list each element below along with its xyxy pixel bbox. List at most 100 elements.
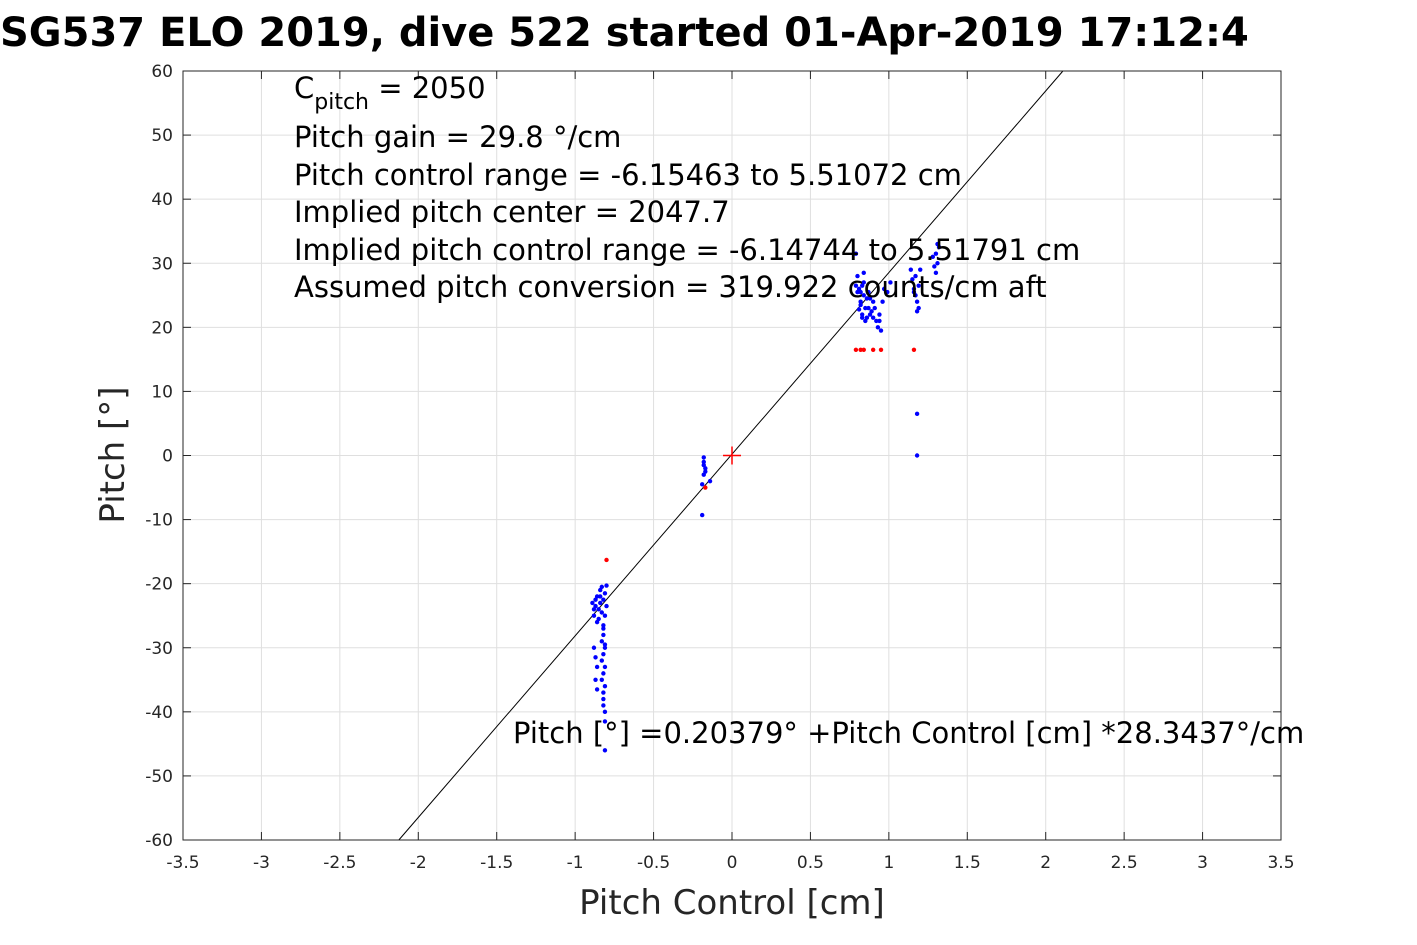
- blue-data-point: [601, 671, 606, 676]
- blue-data-point: [866, 305, 871, 311]
- annotation-fit-equation: Pitch [°] =0.20379° +Pitch Control [cm] …: [513, 716, 1304, 750]
- blue-data-point: [864, 296, 870, 301]
- red-data-point: [861, 347, 866, 352]
- blue-data-point: [867, 312, 873, 317]
- x-tick-label: 3: [1197, 853, 1208, 873]
- annotation-implied-range: Implied pitch control range = -6.14744 t…: [294, 233, 1080, 267]
- blue-data-point: [853, 283, 859, 288]
- c-pitch-symbol: C: [294, 71, 314, 105]
- blue-data-point: [590, 600, 595, 606]
- chart-title: SG537 ELO 2019, dive 522 started 01-Apr-…: [0, 10, 1249, 56]
- blue-data-point: [601, 597, 606, 602]
- blue-data-point: [601, 623, 606, 628]
- blue-data-point: [855, 273, 860, 279]
- blue-data-point: [867, 296, 873, 301]
- y-tick-label: 40: [151, 190, 173, 210]
- blue-data-point: [918, 267, 923, 272]
- blue-data-point: [914, 299, 920, 304]
- data-points: [590, 241, 942, 753]
- blue-data-point: [598, 600, 603, 606]
- blue-data-point: [858, 302, 863, 308]
- blue-data-point: [933, 270, 939, 276]
- x-tick-label: -1.5: [480, 853, 513, 873]
- blue-data-point: [855, 289, 860, 295]
- x-tick-label: 1: [883, 853, 894, 873]
- x-tick-label: 0.5: [797, 853, 824, 873]
- blue-data-point: [596, 616, 601, 622]
- x-tick-label: 2.5: [1111, 853, 1138, 873]
- blue-data-point: [602, 613, 608, 618]
- blue-data-point: [856, 307, 862, 312]
- blue-data-point: [601, 651, 606, 657]
- y-tick-label: 10: [151, 382, 173, 402]
- blue-data-point: [874, 318, 879, 324]
- annotation-c-pitch: Cpitch = 2050: [294, 71, 486, 115]
- y-tick-label: -30: [145, 639, 173, 659]
- blue-data-point: [699, 512, 705, 518]
- blue-data-point: [599, 677, 605, 682]
- y-tick-label: -40: [145, 703, 173, 723]
- annotation-control-range: Pitch control range = -6.15463 to 5.5107…: [294, 158, 962, 192]
- blue-data-point: [596, 607, 601, 612]
- y-tick-label: -10: [145, 511, 173, 531]
- x-tick-label: -3.5: [166, 853, 199, 873]
- annotation-gain: Pitch gain = 29.8 °/cm: [294, 120, 621, 154]
- center-marker: [723, 446, 741, 465]
- blue-data-point: [601, 703, 606, 708]
- blue-data-point: [591, 613, 597, 618]
- blue-data-point: [916, 283, 921, 288]
- y-tick-label: 60: [151, 62, 173, 82]
- blue-data-point: [914, 453, 920, 458]
- blue-data-point: [859, 283, 865, 288]
- y-tick-label: -20: [145, 575, 173, 595]
- blue-data-point: [701, 459, 706, 465]
- y-tick-labels: 60 50 40 30 20 10 0 -10 -20 -30 -40 -50 -60: [145, 62, 173, 851]
- blue-data-point: [863, 305, 868, 311]
- blue-data-point: [885, 289, 890, 295]
- blue-data-point: [591, 607, 597, 612]
- blue-data-point: [880, 299, 885, 304]
- blue-data-point: [878, 328, 884, 333]
- blue-data-point: [908, 267, 914, 272]
- blue-data-point: [594, 664, 600, 670]
- y-axis-label: Pitch [°]: [93, 386, 133, 523]
- blue-data-point: [859, 315, 865, 320]
- blue-data-point: [881, 286, 887, 292]
- c-pitch-value: = 2050: [369, 71, 486, 105]
- blue-data-point: [861, 270, 866, 276]
- blue-data-point: [870, 299, 876, 304]
- blue-data-point: [861, 293, 866, 298]
- blue-data-point: [703, 466, 708, 471]
- blue-data-point: [888, 280, 893, 285]
- blue-data-point: [602, 645, 608, 650]
- blue-data-point: [593, 677, 598, 682]
- blue-data-point: [859, 312, 865, 317]
- blue-data-point: [701, 455, 706, 460]
- x-tick-labels: -3.5 -3 -2.5 -2 -1.5 -1 -0.5 0 0.5 1 1.5 2 2.5 3 3.5: [166, 853, 1294, 873]
- blue-data-point: [914, 309, 920, 314]
- x-tick-label: -2.5: [323, 853, 356, 873]
- y-tick-label: -50: [145, 767, 173, 787]
- blue-data-point: [604, 603, 609, 609]
- red-data-point: [604, 557, 609, 563]
- blue-data-point: [601, 626, 606, 631]
- blue-data-point: [933, 251, 939, 256]
- y-tick-label: 0: [162, 447, 173, 467]
- blue-data-point: [593, 655, 598, 660]
- red-data-point: [878, 347, 884, 352]
- blue-data-point: [602, 709, 608, 715]
- blue-data-point: [599, 610, 605, 615]
- blue-data-point: [699, 482, 705, 487]
- blue-data-point: [910, 277, 915, 282]
- blue-data-point: [911, 289, 917, 295]
- blue-data-point: [601, 696, 606, 702]
- x-tick-label: 3.5: [1267, 853, 1294, 873]
- blue-data-point: [877, 312, 882, 317]
- annotation-block: Cpitch = 2050 Pitch gain = 29.8 °/cm Pit…: [294, 71, 1304, 750]
- blue-data-point: [602, 642, 608, 647]
- blue-data-point: [602, 664, 608, 670]
- blue-data-point: [932, 264, 937, 269]
- blue-data-point: [872, 305, 877, 311]
- y-tick-label: 30: [151, 254, 173, 274]
